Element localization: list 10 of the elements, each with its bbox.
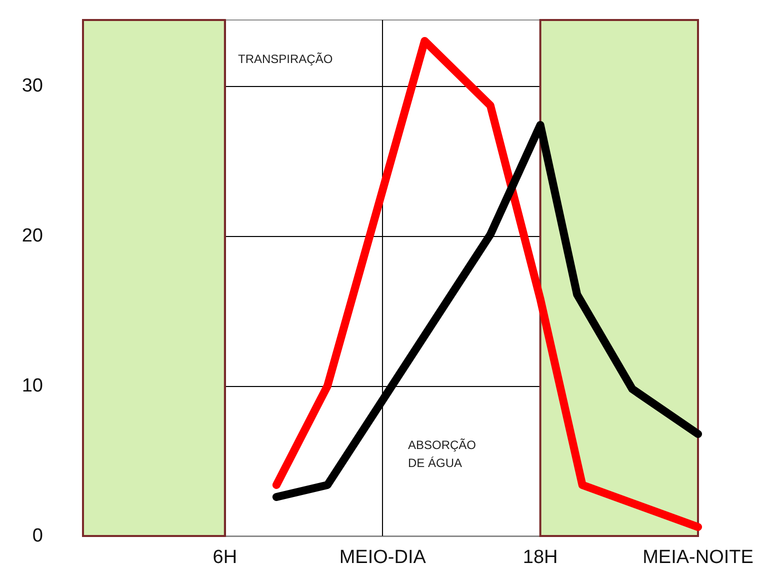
- y-tick-label: 10: [22, 376, 43, 396]
- annotation: ABSORÇÃO DE ÁGUA: [408, 438, 476, 470]
- y-tick-label: 0: [32, 526, 43, 546]
- x-tick-label: 6H: [212, 547, 238, 568]
- y-tick-label: 20: [22, 226, 43, 246]
- x-tick-label: MEIO-DIA: [339, 547, 426, 568]
- annotation: TRANSPIRAÇÃO: [238, 52, 333, 66]
- y-tick-label: 30: [22, 76, 43, 96]
- x-tick-label: 18H: [522, 547, 558, 568]
- x-tick-label: MEIA-NOITE: [642, 547, 754, 568]
